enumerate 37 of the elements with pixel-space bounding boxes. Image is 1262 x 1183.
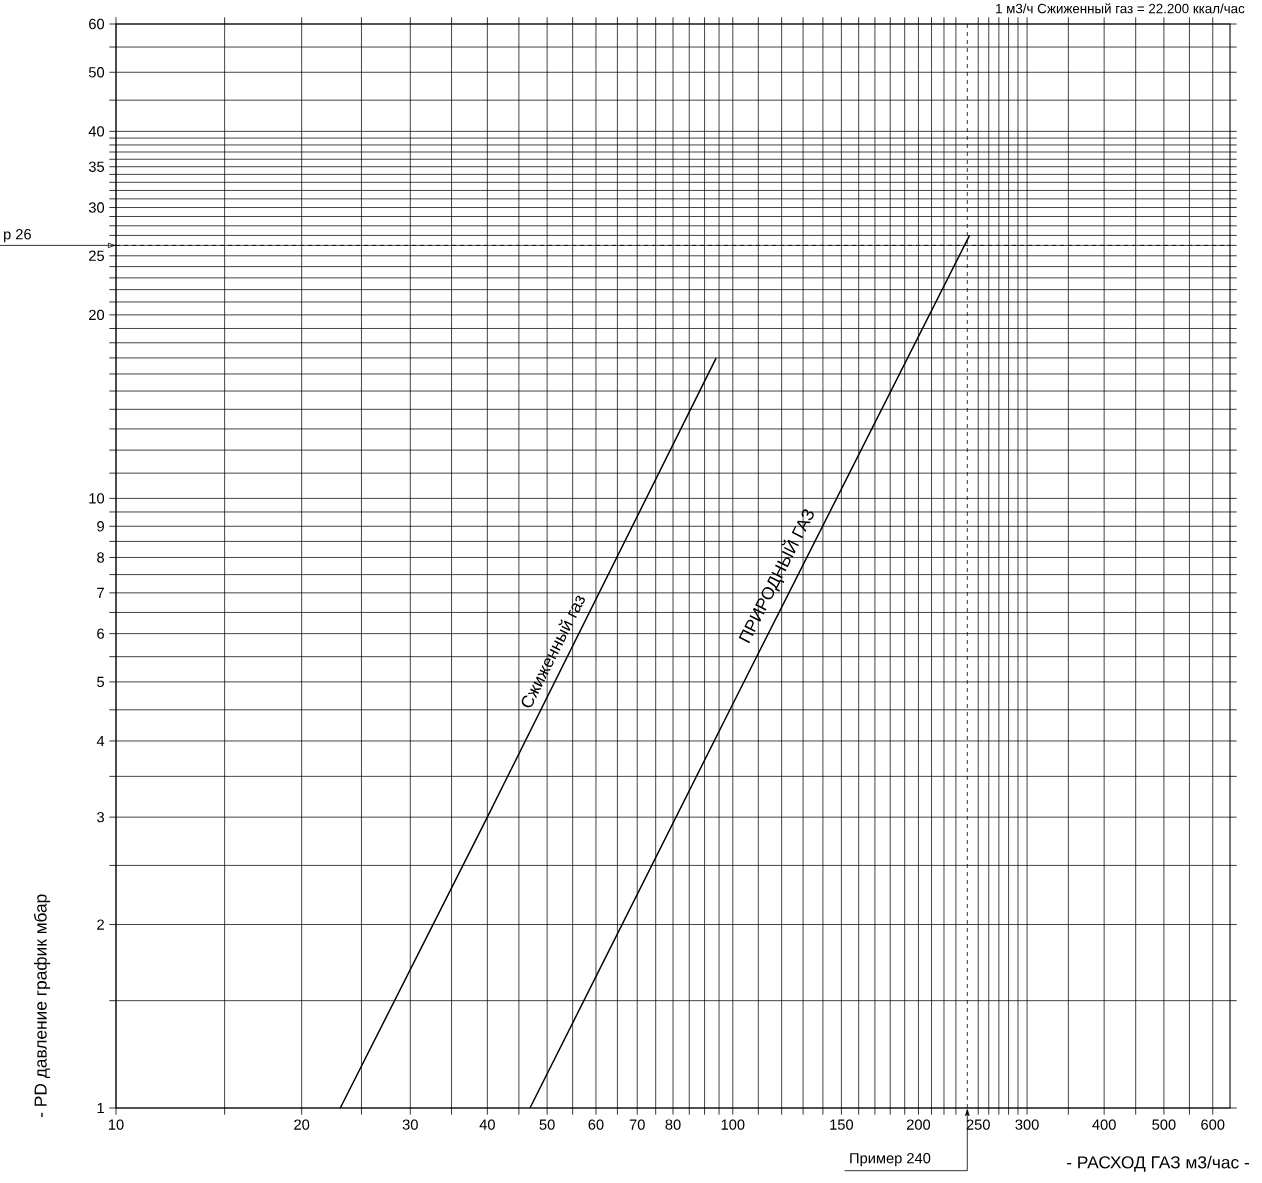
- x-tick-label: 400: [1092, 1119, 1116, 1130]
- x-tick-label: 60: [588, 1119, 604, 1130]
- x-tick-label: 300: [1015, 1119, 1039, 1130]
- y-tick-label: 5: [97, 676, 105, 688]
- x-tick-label: 80: [665, 1119, 681, 1130]
- ref-line-label: Пример 240: [850, 1153, 931, 1167]
- y-tick-label: 35: [88, 161, 105, 172]
- y-tick-label: 25: [89, 250, 105, 261]
- x-axis-title: - РАСХОД ГАЗ м3/час -: [1066, 1155, 1249, 1172]
- y-tick-label: 60: [89, 18, 105, 30]
- y-tick-label: 6: [97, 628, 104, 639]
- y-tick-label: 7: [97, 587, 104, 598]
- y-tick-label: 1: [97, 1102, 104, 1114]
- y-axis-title: - PD давление график мбар: [33, 894, 51, 1117]
- text: 1 м3/ч Сжиженный газ = 22.200 ккал/час: [996, 3, 1245, 14]
- y-tick-label: 3: [97, 811, 104, 823]
- y-tick-label: 40: [88, 126, 105, 137]
- x-tick-label: 150: [830, 1119, 854, 1130]
- y-tick-label: 20: [89, 309, 105, 321]
- x-tick-label: 600: [1201, 1119, 1225, 1130]
- x-tick-label: 10: [108, 1119, 124, 1130]
- x-tick-label: 20: [294, 1119, 310, 1130]
- ref-line-label: p 26: [4, 229, 31, 243]
- y-tick-label: 10: [89, 493, 105, 504]
- x-tick-label: 200: [906, 1119, 931, 1130]
- x-tick-label: 30: [402, 1119, 418, 1130]
- y-tick-label: 4: [96, 735, 105, 747]
- x-tick-label: 100: [721, 1119, 745, 1130]
- y-tick-label: 8: [97, 552, 104, 563]
- y-tick-label: 2: [97, 919, 104, 930]
- y-tick-label: 50: [88, 67, 105, 78]
- y-tick-label: 30: [88, 202, 105, 213]
- x-tick-label: 500: [1152, 1119, 1176, 1130]
- x-tick-label: 70: [629, 1119, 645, 1130]
- x-tick-label: 50: [539, 1119, 555, 1130]
- x-tick-label: 40: [479, 1119, 495, 1130]
- y-tick-label: 9: [97, 521, 104, 532]
